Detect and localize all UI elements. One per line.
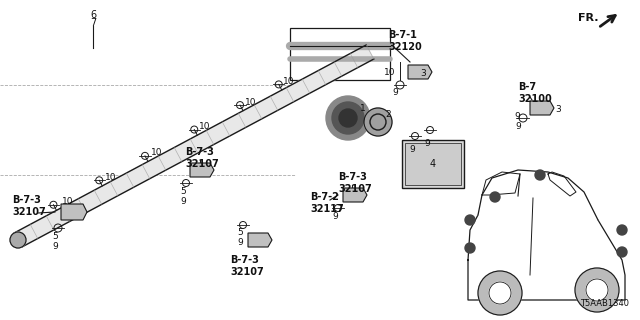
Circle shape — [465, 215, 475, 225]
Circle shape — [332, 102, 364, 134]
Circle shape — [339, 109, 357, 127]
Text: 10: 10 — [61, 197, 73, 206]
Polygon shape — [408, 65, 432, 79]
Text: B-7
32100: B-7 32100 — [518, 82, 552, 104]
Polygon shape — [248, 233, 272, 247]
Polygon shape — [468, 195, 625, 300]
Circle shape — [326, 96, 370, 140]
Text: 1: 1 — [360, 104, 365, 113]
Text: 9: 9 — [515, 122, 521, 131]
Text: FR.: FR. — [578, 13, 598, 23]
Text: B-7-3
32107: B-7-3 32107 — [12, 195, 45, 217]
Text: 9: 9 — [332, 212, 338, 221]
Text: 10: 10 — [151, 148, 163, 157]
Circle shape — [575, 268, 619, 312]
Circle shape — [617, 225, 627, 235]
Bar — [405, 143, 461, 185]
Text: 3: 3 — [555, 106, 561, 115]
Bar — [290, 28, 390, 80]
Text: 7: 7 — [90, 18, 96, 28]
Polygon shape — [530, 101, 554, 115]
Circle shape — [617, 247, 627, 257]
Text: 10: 10 — [283, 77, 294, 86]
Text: 4: 4 — [430, 159, 436, 169]
Text: 10: 10 — [245, 98, 257, 107]
Circle shape — [465, 243, 475, 253]
Text: 9: 9 — [409, 145, 415, 154]
Circle shape — [490, 192, 500, 202]
Text: 5: 5 — [180, 187, 186, 196]
Polygon shape — [14, 45, 374, 247]
Text: 3: 3 — [420, 69, 426, 78]
Text: 9: 9 — [180, 197, 186, 206]
Circle shape — [586, 279, 608, 301]
Polygon shape — [190, 163, 214, 177]
Text: 9: 9 — [237, 238, 243, 247]
Text: B-7-3
32107: B-7-3 32107 — [230, 255, 264, 276]
Text: 6: 6 — [90, 10, 96, 20]
Circle shape — [364, 108, 392, 136]
Circle shape — [10, 232, 26, 248]
Circle shape — [535, 170, 545, 180]
Polygon shape — [343, 188, 367, 202]
Text: B-7-1
32120: B-7-1 32120 — [388, 30, 422, 52]
Text: 9: 9 — [424, 139, 430, 148]
Circle shape — [489, 282, 511, 304]
Text: 9: 9 — [392, 88, 398, 97]
Bar — [402, 140, 464, 188]
Polygon shape — [61, 204, 87, 220]
Text: B-7-3
32107: B-7-3 32107 — [338, 172, 372, 194]
Text: 9: 9 — [52, 242, 58, 251]
Circle shape — [478, 271, 522, 315]
Text: 9: 9 — [514, 112, 520, 121]
Text: 5: 5 — [237, 228, 243, 237]
Text: 2: 2 — [385, 110, 390, 119]
Text: 10: 10 — [384, 68, 396, 77]
Polygon shape — [478, 170, 598, 220]
Text: B-7-3
32107: B-7-3 32107 — [185, 147, 219, 169]
Text: B-7-2
32117: B-7-2 32117 — [310, 192, 344, 214]
Text: 10: 10 — [199, 122, 211, 131]
Text: T5AAB1340: T5AAB1340 — [580, 299, 629, 308]
Text: 5: 5 — [52, 232, 58, 241]
Text: 10: 10 — [105, 173, 116, 182]
